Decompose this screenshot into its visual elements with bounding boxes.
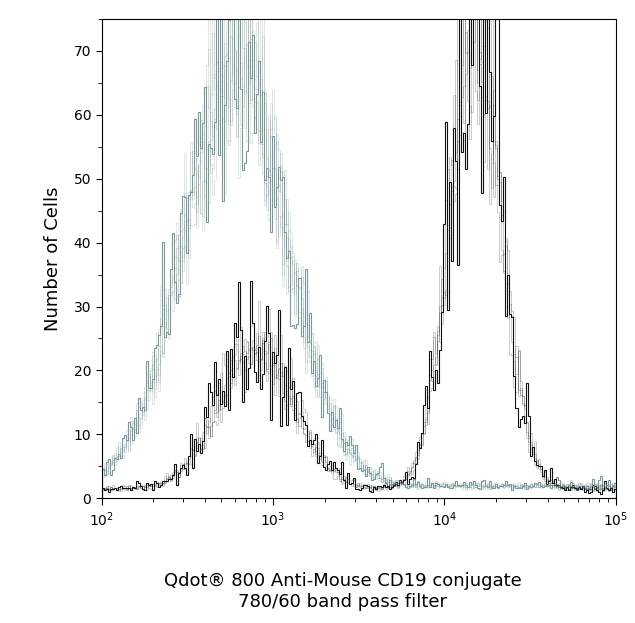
Text: Qdot® 800 Anti-Mouse CD19 conjugate
780/60 band pass filter: Qdot® 800 Anti-Mouse CD19 conjugate 780/… [164,573,522,611]
Y-axis label: Number of Cells: Number of Cells [44,186,62,331]
